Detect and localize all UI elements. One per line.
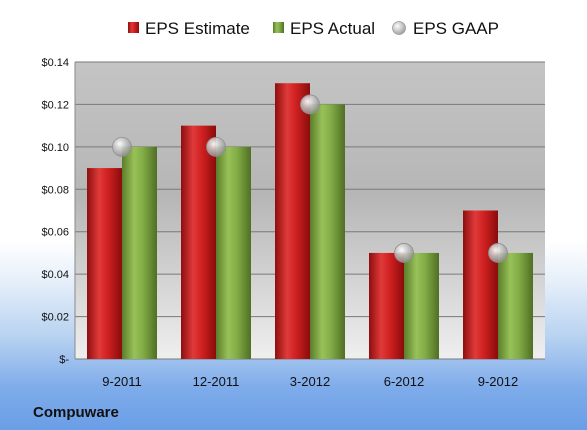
y-tick-label: $0.06 bbox=[41, 227, 69, 239]
legend-item-actual: EPS Actual bbox=[273, 19, 375, 38]
y-tick-label: $0.10 bbox=[41, 142, 69, 154]
y-tick-label: $0.04 bbox=[41, 269, 69, 281]
y-tick-label: $0.02 bbox=[41, 312, 69, 324]
y-tick-label: $- bbox=[59, 354, 69, 366]
estimate-bar bbox=[463, 210, 498, 359]
x-tick-label: 9-2012 bbox=[478, 374, 518, 389]
actual-bar bbox=[122, 146, 157, 359]
legend-label-gaap: EPS GAAP bbox=[413, 19, 499, 38]
y-tick-label: $0.08 bbox=[41, 184, 69, 196]
x-axis: 9-2011 12-2011 3-2012 6-2012 9-2012 bbox=[102, 374, 518, 389]
legend-swatch-estimate bbox=[128, 22, 139, 33]
y-tick-label: $0.12 bbox=[41, 99, 69, 111]
legend-label-actual: EPS Actual bbox=[290, 19, 375, 38]
company-name: Compuware bbox=[33, 404, 119, 421]
estimate-bar bbox=[87, 168, 122, 359]
gaap-marker bbox=[488, 243, 508, 263]
gaap-marker bbox=[300, 94, 320, 115]
x-tick-label: 6-2012 bbox=[384, 374, 424, 389]
estimate-bar bbox=[181, 125, 216, 360]
legend-item-gaap: EPS GAAP bbox=[392, 19, 499, 38]
legend-marker-gaap bbox=[392, 21, 406, 35]
actual-bar bbox=[498, 252, 533, 359]
gaap-marker bbox=[206, 136, 226, 157]
gaap-marker bbox=[112, 136, 132, 157]
x-tick-label: 9-2011 bbox=[102, 374, 142, 389]
y-axis: $- $0.02 $0.04 $0.06 $0.08 $0.10 $0.12 $0.14 bbox=[41, 57, 76, 366]
actual-bar bbox=[216, 146, 251, 359]
legend-swatch-actual bbox=[273, 22, 284, 33]
legend-label-estimate: EPS Estimate bbox=[145, 19, 250, 38]
estimate-bar bbox=[275, 83, 310, 359]
y-tick-label: $0.14 bbox=[41, 57, 69, 69]
x-tick-label: 12-2011 bbox=[193, 374, 240, 389]
legend-item-estimate: EPS Estimate bbox=[128, 19, 250, 38]
legend: EPS Estimate EPS Actual EPS GAAP bbox=[128, 19, 499, 38]
gaap-marker bbox=[394, 243, 414, 263]
x-tick-label: 3-2012 bbox=[290, 374, 330, 389]
actual-bar bbox=[404, 252, 439, 359]
bars bbox=[87, 83, 533, 360]
actual-bar bbox=[310, 104, 345, 359]
estimate-bar bbox=[369, 252, 404, 359]
gaap-markers bbox=[112, 94, 508, 263]
